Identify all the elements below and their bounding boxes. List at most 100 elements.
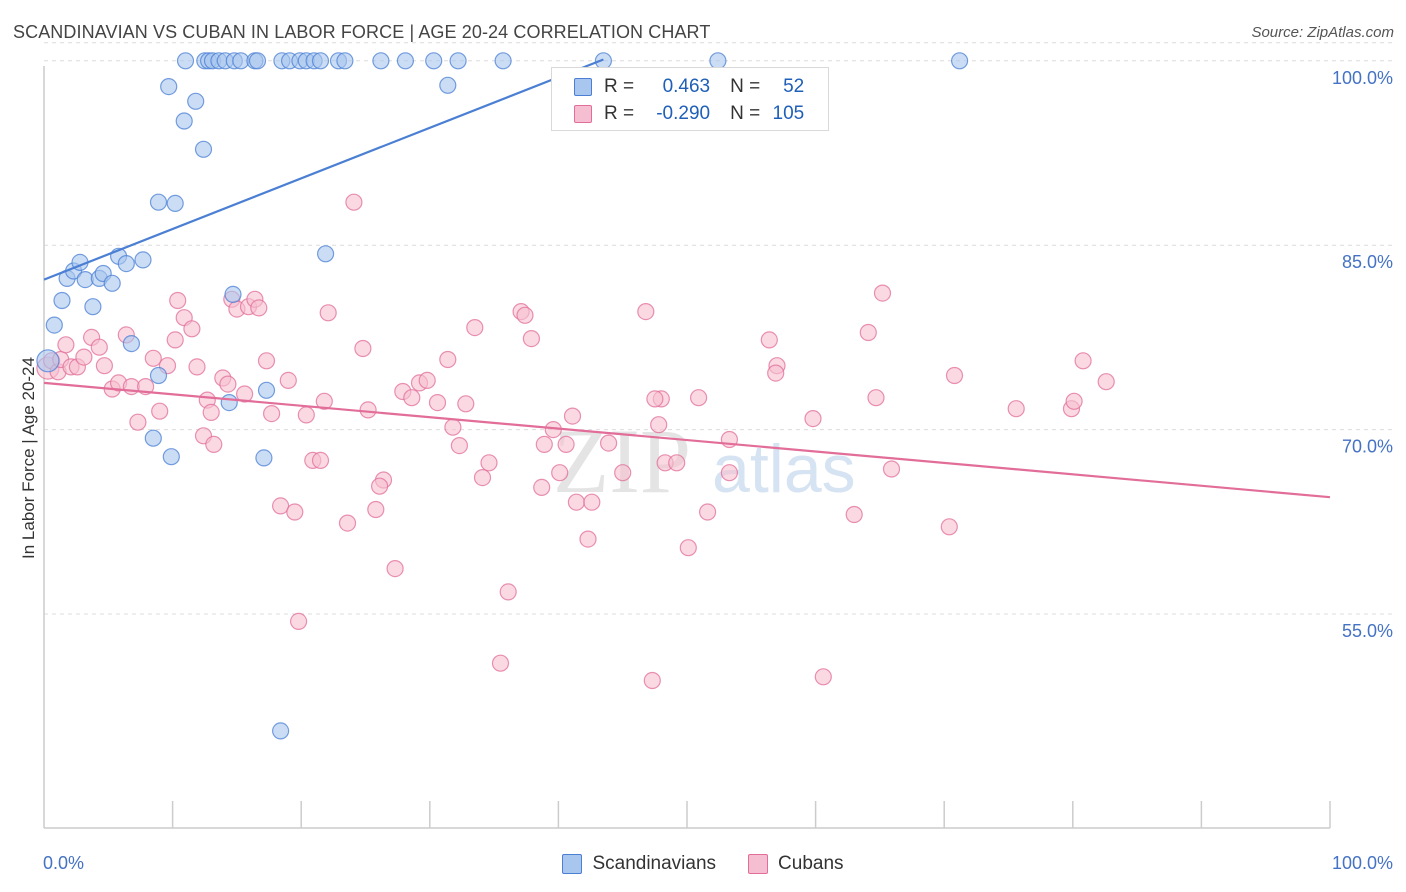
cuban-point [319,304,337,322]
cuban-point [367,500,385,519]
cuban-point [516,306,534,324]
cuban-point [563,407,582,425]
cuban-point [1074,352,1092,370]
scandinavian-point [257,381,276,399]
x-tick-label: 0.0% [43,853,84,873]
scandinavian-point [176,52,195,70]
cuban-point [279,371,297,389]
scandinavian-point [166,194,184,212]
source-credit: Source: ZipAtlas.com [1251,24,1394,41]
scandinavian-point [396,52,414,70]
cuban-point [720,464,739,482]
cuban-point [57,336,75,354]
cuban-point [144,349,162,367]
legend-label-cubans: Cubans [778,853,844,874]
scandinavian-point [449,52,467,70]
legend-swatch-scandinavians [562,854,583,874]
scandinavian-point [122,335,140,353]
trend-lines [43,58,1331,499]
cuban-point [567,493,586,511]
cuban-point [643,671,661,690]
cuban-point [760,331,778,349]
scandinavian-point [425,52,443,70]
cuban-point [188,358,206,376]
cuban-point [614,464,632,482]
scandinavian-point [494,52,512,70]
cuban-point [457,395,475,413]
cuban-point [1097,373,1115,391]
cuban-point [867,389,885,407]
cuban-point [466,319,484,337]
legend-r-value: -0.290 [656,103,711,124]
cuban-point [202,403,220,421]
cuban-point [205,435,223,453]
cuban-point [583,493,601,511]
cuban-point [499,583,517,601]
chart-title: SCANDINAVIAN VS CUBAN IN LABOR FORCE | A… [13,22,711,42]
scandinavian-point [36,349,60,373]
scandinavians-points [36,52,969,740]
axes [43,66,1331,829]
scandinavian-point [311,52,330,70]
cuban-point [359,401,377,419]
cuban-point [873,284,892,302]
cuban-point [646,390,664,408]
cuban-point [882,460,901,478]
cuban-point [439,350,457,369]
scandinavian-point [255,449,273,467]
scandinavian-point [84,298,102,316]
scandinavian-point [372,52,390,70]
cuban-point [444,418,462,436]
cuban-point [169,291,187,310]
scandinavian-point [117,255,135,273]
scandinavian-point [220,394,238,412]
scandinavian-point [950,52,969,70]
cuban-point [668,454,686,472]
cuban-point [557,435,575,453]
tick-labels: 100.0% 85.0% 70.0% 55.0% 0.0% 100.0% [43,68,1393,873]
legend-item-scandinavians[interactable]: Scandinavians [562,853,716,875]
scandinavian-point [160,77,178,96]
cuban-point [473,469,492,487]
cuban-point [354,339,372,358]
scandinavian-point [175,112,193,130]
cuban-point [418,371,436,389]
y-tick-label: 85.0% [1342,252,1393,272]
scandinavian-point [187,92,205,110]
cuban-point [311,451,330,469]
cuban-point [297,406,315,424]
cuban-point [290,612,308,631]
scandinavian-point [224,285,242,303]
legend-n-value: 105 [772,103,805,124]
cuban-point [637,303,655,321]
scandinavian-point [317,245,335,263]
legend-n-value: 52 [783,76,805,97]
cuban-point [859,323,877,342]
legend-swatch-cubans [574,105,592,123]
legend-item-cubans[interactable]: Cubans [748,853,844,875]
cubans-points [36,193,1115,690]
cuban-point [533,478,551,496]
scandinavian-point [149,366,168,385]
y-tick-label: 70.0% [1342,437,1393,457]
cuban-point [250,299,268,317]
legend-r-label: R = [604,103,635,124]
cuban-point [345,193,363,211]
legend-swatch-cubans [748,854,769,874]
cuban-point [263,405,281,423]
cuban-point [689,389,708,407]
cuban-point [945,366,964,385]
cuban-point [95,357,114,375]
cuban-point [166,331,184,349]
scandinavian-point [144,429,162,447]
cuban-point [804,410,822,428]
cuban-point [272,497,290,515]
legend-label-scandinavians: Scandinavians [592,853,717,874]
legend-row-scandinavians: R = 0.463 N = 52 [574,75,804,99]
cuban-point [183,320,201,338]
cuban-point [845,505,863,524]
scandinavian-point [194,140,213,158]
cuban-point [236,385,254,403]
cuban-point [814,668,832,686]
